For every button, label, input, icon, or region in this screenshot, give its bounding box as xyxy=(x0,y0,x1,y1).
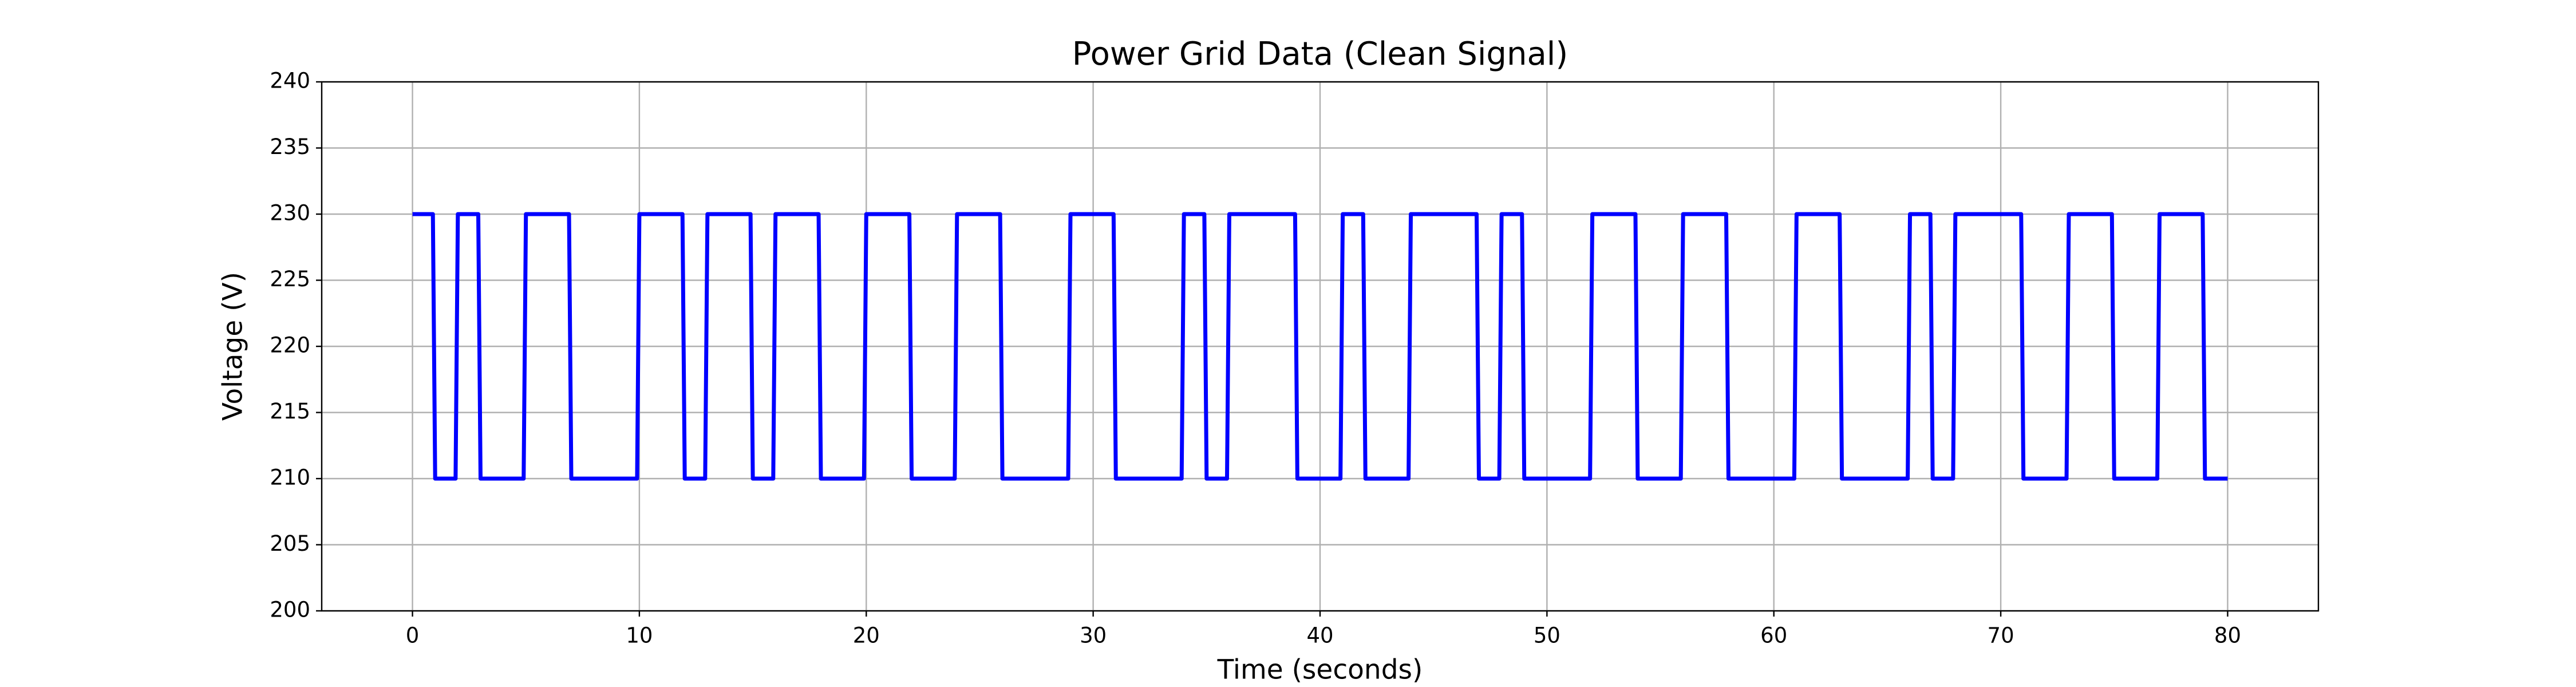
y-tick-label: 200 xyxy=(270,598,310,622)
y-tick-label: 205 xyxy=(270,531,310,556)
y-tick-label: 230 xyxy=(270,201,310,226)
signal-line xyxy=(412,212,2228,481)
x-tick-label: 30 xyxy=(1080,623,1107,648)
y-axis-label: Voltage (V) xyxy=(218,272,249,421)
x-tick-label: 40 xyxy=(1306,623,1333,648)
x-tick-label: 10 xyxy=(626,623,653,648)
x-tick-label: 20 xyxy=(853,623,880,648)
y-tick-label: 240 xyxy=(270,69,310,93)
x-tick-label: 50 xyxy=(1534,623,1560,648)
chart-title: Power Grid Data (Clean Signal) xyxy=(1072,35,1568,73)
x-tick-label: 0 xyxy=(406,623,420,648)
y-tick-label: 215 xyxy=(270,399,310,424)
plot-frame xyxy=(321,81,2320,612)
x-axis-label: Time (seconds) xyxy=(1217,654,1423,686)
y-tick-label: 225 xyxy=(270,267,310,291)
y-tick-label: 235 xyxy=(270,135,310,159)
y-tick-label: 210 xyxy=(270,465,310,490)
y-tick-label: 220 xyxy=(270,333,310,358)
x-tick-label: 70 xyxy=(1988,623,2014,648)
x-tick-label: 60 xyxy=(1760,623,1787,648)
x-tick-label: 80 xyxy=(2214,623,2241,648)
